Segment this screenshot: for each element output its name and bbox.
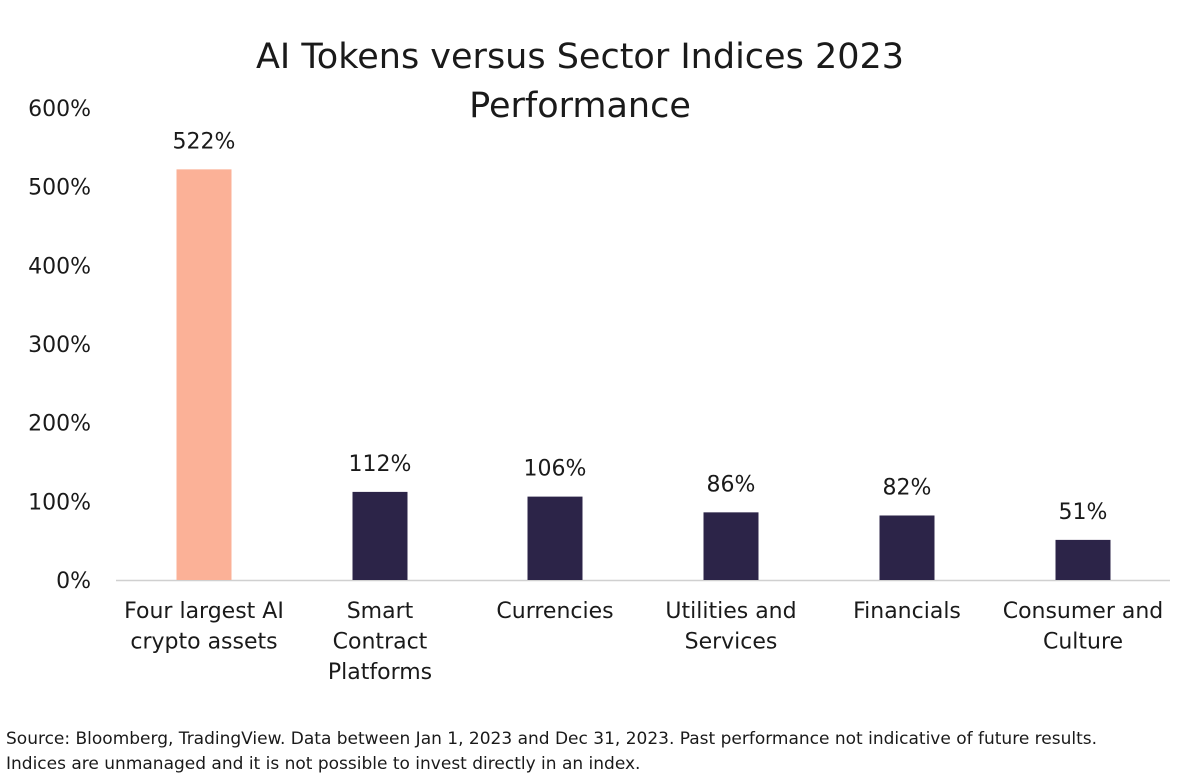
data-label: 112% bbox=[349, 452, 412, 477]
bar bbox=[1055, 539, 1111, 580]
x-category-label: Four largest AI bbox=[124, 599, 284, 624]
data-label: 522% bbox=[173, 129, 236, 154]
y-tick-label: 500% bbox=[28, 176, 91, 201]
x-category-label: Culture bbox=[1043, 630, 1123, 655]
x-category-label: Services bbox=[685, 630, 778, 655]
data-label: 86% bbox=[707, 472, 756, 497]
bar bbox=[352, 491, 408, 580]
y-tick-label: 200% bbox=[28, 412, 91, 437]
bar bbox=[703, 512, 759, 580]
x-category-label: Smart bbox=[347, 599, 414, 624]
data-label: 51% bbox=[1059, 500, 1108, 525]
y-tick-label: 100% bbox=[28, 490, 91, 515]
source-line-2: Indices are unmanaged and it is not poss… bbox=[6, 754, 641, 774]
data-label: 106% bbox=[524, 457, 587, 482]
x-category-label: Currencies bbox=[496, 599, 613, 624]
source-note: Source: Bloomberg, TradingView. Data bet… bbox=[6, 727, 1200, 777]
x-category-label: Utilities and bbox=[665, 599, 796, 624]
bar bbox=[879, 515, 935, 580]
chart: AI Tokens versus Sector Indices 2023 Perf… bbox=[28, 37, 1170, 685]
x-category-label: Financials bbox=[853, 599, 961, 624]
data-label: 82% bbox=[883, 475, 932, 500]
y-tick-label: 400% bbox=[28, 254, 91, 279]
x-category-label: Contract bbox=[333, 630, 428, 655]
chart-title-line-2: Performance bbox=[469, 86, 691, 126]
y-tick-label: 600% bbox=[28, 97, 91, 122]
y-tick-label: 0% bbox=[56, 569, 91, 594]
y-tick-label: 300% bbox=[28, 333, 91, 358]
x-category-label: Consumer and bbox=[1003, 599, 1164, 624]
bar bbox=[176, 169, 232, 581]
chart-title-line-1: AI Tokens versus Sector Indices 2023 bbox=[256, 37, 904, 77]
x-category-label: crypto assets bbox=[130, 630, 277, 655]
source-line-1: Source: Bloomberg, TradingView. Data bet… bbox=[6, 729, 1098, 749]
x-category-label: Platforms bbox=[328, 660, 432, 685]
bar bbox=[527, 496, 583, 580]
